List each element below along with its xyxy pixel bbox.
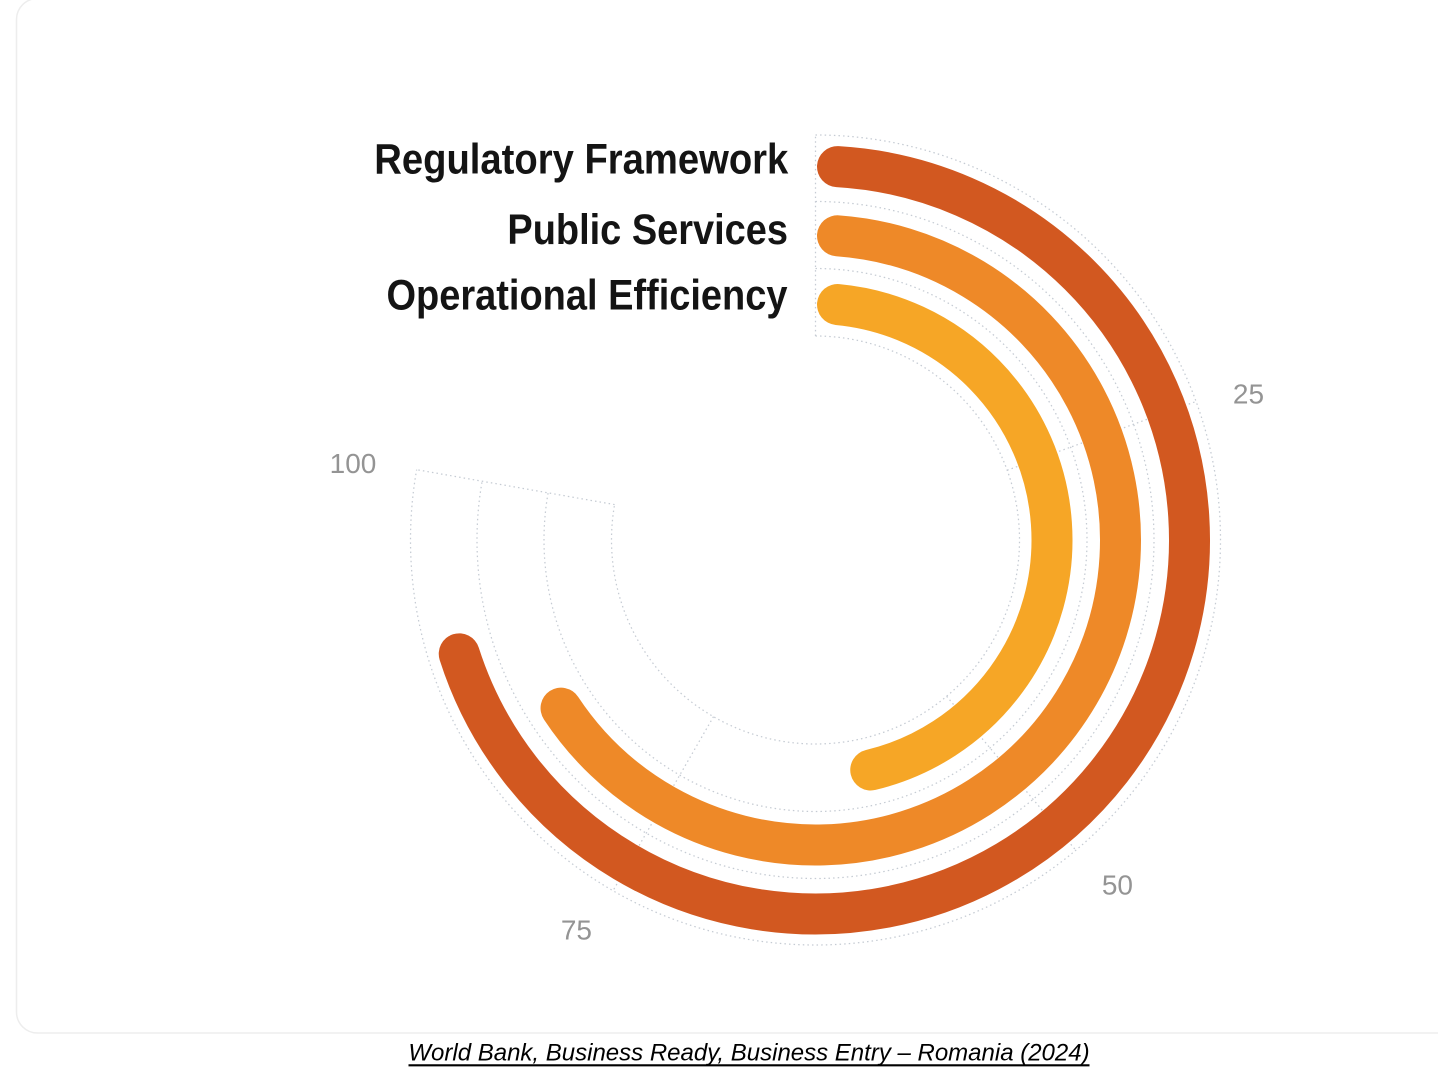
svg-text:World Bank, Business Ready, Bu: World Bank, Business Ready, Business Ent… bbox=[408, 1040, 1089, 1067]
svg-text:100: 100 bbox=[330, 448, 377, 479]
svg-text:Public Services: Public Services bbox=[507, 206, 788, 254]
svg-text:Operational Efficiency: Operational Efficiency bbox=[387, 271, 788, 319]
svg-text:25: 25 bbox=[1233, 379, 1264, 410]
svg-text:50: 50 bbox=[1102, 869, 1133, 900]
svg-text:75: 75 bbox=[561, 915, 592, 946]
svg-text:Regulatory Framework: Regulatory Framework bbox=[374, 136, 788, 184]
